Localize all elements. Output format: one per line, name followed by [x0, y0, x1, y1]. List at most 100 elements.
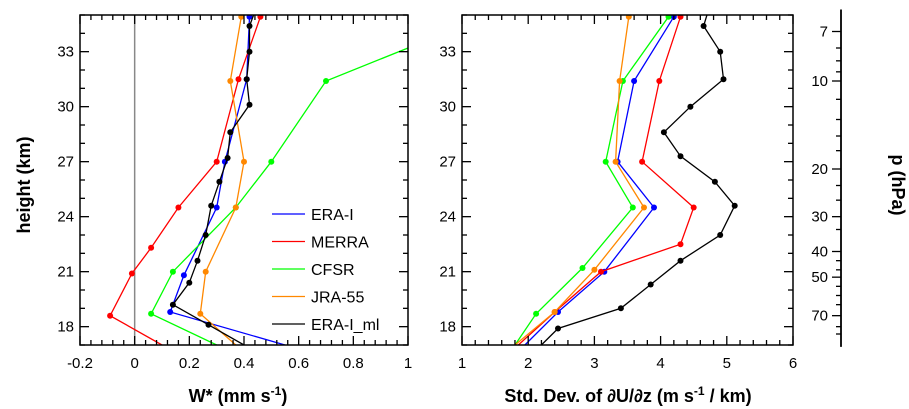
data-point-era-i-ml — [555, 325, 561, 332]
series-line-merra — [109, 15, 264, 345]
pressure-tick-label: 30 — [811, 209, 828, 226]
y-tick-label: 18 — [439, 319, 456, 336]
data-point-era-i — [246, 15, 253, 20]
x-tick-label: 1 — [458, 355, 466, 372]
data-point-merra — [677, 241, 684, 248]
right-panel: 1 2 3 4 5 6 18 21 24 27 30 33 — [439, 14, 797, 372]
data-point-era-i — [167, 309, 174, 315]
series-group — [514, 15, 738, 345]
x-tick-label: 0.2 — [179, 355, 200, 372]
data-point-era-i-ml — [205, 321, 212, 328]
data-point-jra-55 — [591, 266, 598, 273]
series-line-era-i — [169, 15, 286, 345]
y-tick-label: 21 — [57, 264, 74, 281]
data-point-jra-55 — [612, 158, 619, 165]
data-point-era-i-ml — [731, 202, 738, 209]
x-tick-label: 4 — [656, 355, 664, 372]
data-point-era-i — [631, 78, 638, 84]
data-point-jra-55 — [232, 204, 239, 211]
data-point-merra — [639, 158, 646, 165]
data-point-era-i-ml — [243, 76, 250, 83]
data-point-era-i-ml — [216, 178, 223, 185]
x-axis-title-right: Std. Dev. of ∂U/∂z (m s-1 / km) — [504, 384, 751, 406]
data-point-era-i-ml — [677, 153, 684, 160]
x-tick-label: 2 — [524, 355, 532, 372]
series-group — [107, 1, 408, 345]
x-tick-label: 0 — [130, 355, 138, 372]
left-panel: -0.2 0 0.2 0.4 0.6 0.8 1 18 21 24 27 30 33 — [57, 1, 412, 372]
data-point-era-i-ml — [169, 301, 176, 308]
data-point-jra-55 — [202, 268, 209, 275]
data-point-era-i-ml — [194, 257, 201, 264]
x-tick-label: 0.6 — [288, 355, 309, 372]
series-line-jra-55 — [514, 15, 645, 345]
data-point-merra — [148, 244, 155, 251]
series-line-era-i-ml — [171, 15, 255, 345]
data-point-merra — [213, 158, 220, 165]
y-tick-label: 24 — [439, 209, 456, 226]
data-point-merra — [598, 268, 604, 275]
data-point-era-i-ml — [224, 155, 231, 161]
data-point-era-i-ml — [255, 1, 261, 7]
legend-label-era-i-ml: ERA-I_ml — [311, 317, 379, 334]
data-point-era-i-ml — [246, 101, 253, 108]
data-point-cfsr — [602, 158, 609, 165]
y-tick-label: 30 — [439, 99, 456, 116]
x-tick-label: 5 — [723, 355, 731, 372]
y-tick-label: 27 — [439, 154, 456, 171]
series-line-era-i — [524, 15, 675, 345]
y-axis-title: height (km) — [14, 136, 34, 233]
x-axis-title-right-end: / km) — [705, 386, 752, 406]
data-point-cfsr — [579, 265, 586, 271]
legend-label-era-i: ERA-I — [311, 207, 354, 224]
data-point-merra — [175, 204, 182, 211]
data-point-era-i-ml — [227, 129, 234, 136]
x-axis-title-left: W* (mm s-1) — [189, 384, 288, 406]
y-tick-label: 30 — [57, 99, 74, 116]
data-point-merra — [235, 76, 242, 83]
y-tick-label: 27 — [57, 154, 74, 171]
data-point-era-i-ml — [717, 232, 724, 238]
data-point-era-i-ml — [720, 76, 727, 83]
data-point-era-i — [180, 272, 187, 279]
pressure-tick-label: 7 — [820, 24, 828, 41]
data-point-merra — [677, 15, 684, 20]
legend-label-cfsr: CFSR — [311, 262, 355, 279]
data-point-era-i-ml — [717, 48, 724, 55]
data-point-cfsr — [148, 310, 155, 317]
data-point-era-i-ml — [647, 281, 654, 288]
legend: ERA-I MERRA CFSR JRA-55 ERA-I_ml — [272, 207, 379, 334]
series-line-jra-55 — [199, 15, 245, 345]
data-point-cfsr — [533, 310, 540, 317]
y-tick-label: 18 — [57, 319, 74, 336]
x-axis-title-left-end: ) — [281, 386, 287, 406]
legend-label-merra: MERRA — [311, 235, 369, 252]
data-point-jra-55 — [616, 78, 623, 84]
data-point-merra — [128, 270, 135, 277]
x-tick-label: 6 — [789, 355, 797, 372]
data-point-cfsr — [665, 15, 672, 20]
x-tick-label: 3 — [590, 355, 598, 372]
data-point-era-i-ml — [700, 23, 707, 29]
data-point-cfsr — [629, 204, 636, 211]
data-point-jra-55 — [238, 15, 245, 20]
series-line-cfsr — [150, 47, 408, 345]
data-point-era-i — [651, 204, 657, 211]
x-axis-title-left-main: W* (mm s — [189, 386, 271, 406]
legend-label-jra-55: JRA-55 — [311, 290, 364, 307]
x-axis-title-right-main: Std. Dev. of ∂U/∂z (m s — [504, 386, 693, 406]
data-point-jra-55 — [625, 15, 632, 20]
x-axis-title-left-sup: -1 — [271, 384, 282, 398]
data-point-era-i-ml — [677, 257, 684, 264]
data-point-cfsr — [268, 158, 275, 165]
data-point-merra — [690, 204, 697, 211]
data-point-era-i-ml — [202, 232, 209, 238]
data-point-jra-55 — [641, 204, 647, 211]
data-point-jra-55 — [227, 78, 234, 84]
pressure-tick-label: 40 — [811, 244, 828, 261]
data-point-era-i-ml — [246, 23, 253, 29]
data-point-cfsr — [323, 78, 329, 84]
data-point-era-i-ml — [617, 305, 624, 312]
pressure-tick-label: 50 — [811, 269, 828, 286]
